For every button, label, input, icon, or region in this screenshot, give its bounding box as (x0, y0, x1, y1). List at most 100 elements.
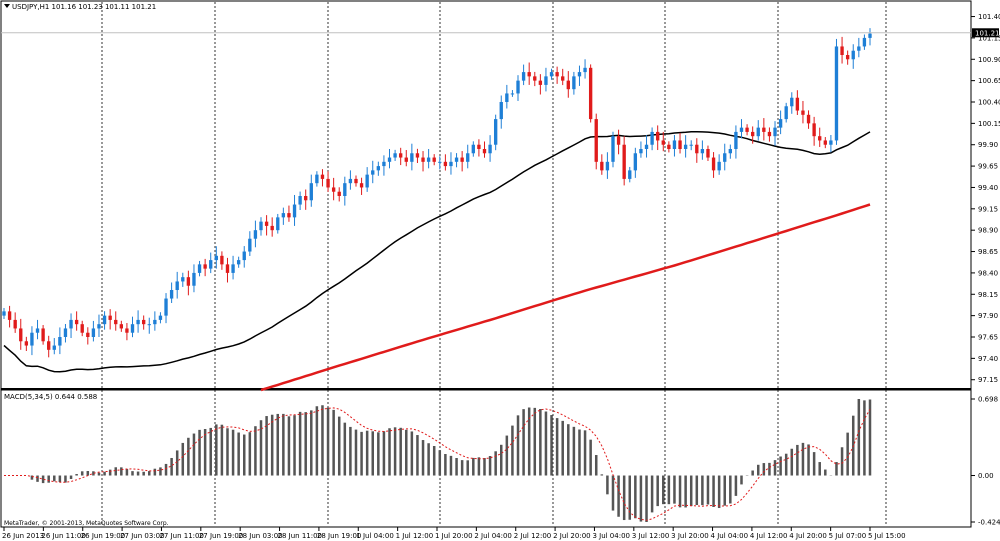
candle-body (544, 76, 548, 85)
candle-body (711, 157, 716, 171)
candle-body (63, 328, 68, 337)
candle-body (220, 255, 224, 265)
candle-body (778, 119, 783, 128)
time-tick-label: 3 Jul 12:00 (632, 532, 670, 540)
candle-body (762, 127, 766, 132)
candle-body (74, 319, 79, 325)
candle-body (365, 174, 369, 188)
price-tick-label: 98.65 (978, 248, 998, 256)
macd-tick-label: 0.698 (978, 396, 998, 404)
candle-body (493, 119, 498, 145)
time-tick-label: 26 Jun 19:00 (81, 532, 125, 540)
candle-body (19, 328, 23, 342)
candle-body (650, 131, 654, 145)
candle-body (795, 97, 800, 111)
candle-body (2, 311, 6, 316)
candle-body (728, 149, 732, 154)
moving-average-slow (260, 203, 871, 392)
candle-body (633, 153, 638, 171)
candle-body (527, 72, 531, 77)
candle-body (175, 281, 179, 290)
candlestick-series (2, 28, 872, 358)
price-tick-label: 98.15 (978, 291, 998, 299)
candle-body (410, 153, 414, 162)
candle-body (784, 106, 788, 120)
candle-body (600, 161, 604, 171)
time-tick-label: 26 Jun 11:00 (41, 532, 85, 540)
candle-body (678, 140, 682, 149)
candle-body (667, 144, 671, 149)
candle-body (717, 161, 721, 171)
candle-body (756, 127, 760, 137)
candle-body (276, 217, 280, 231)
price-tick-label: 101.40 (978, 13, 1000, 21)
candle-body (337, 191, 341, 196)
candle-body (488, 144, 492, 154)
candle-body (108, 315, 112, 320)
copyright-text: MetaTrader, © 2001-2013, MetaQuotes Soft… (4, 520, 169, 527)
time-tick-label: 2 Jul 12:00 (514, 532, 552, 540)
candle-body (482, 149, 487, 154)
candle-body (320, 174, 325, 179)
price-tick-label: 97.15 (978, 376, 998, 384)
candle-body (516, 80, 520, 94)
candle-body (264, 221, 269, 226)
time-tick-label: 3 Jul 04:00 (592, 532, 630, 540)
macd-histogram (30, 399, 872, 522)
candle-body (153, 319, 157, 325)
price-tick-label: 101.15 (978, 34, 1000, 42)
candle-body (572, 76, 576, 90)
candle-body (750, 131, 755, 137)
candle-body (348, 178, 353, 184)
candle-body (845, 55, 850, 60)
candle-body (605, 161, 610, 171)
price-tick-label: 100.15 (978, 120, 1000, 128)
candle-body (102, 315, 107, 325)
candle-body (231, 264, 235, 273)
candle-body (767, 131, 772, 137)
candle-body (287, 213, 291, 218)
candle-body (734, 131, 738, 149)
candle-body (577, 72, 582, 77)
candle-body (790, 97, 794, 107)
candle-body (454, 157, 459, 162)
candle-body (639, 149, 643, 154)
triangle-down-icon[interactable] (4, 4, 10, 8)
candle-body (382, 161, 386, 167)
candle-body (561, 76, 565, 81)
time-tick-label: 4 Jul 12:00 (750, 532, 788, 540)
time-tick-label: 5 Jul 07:00 (829, 532, 867, 540)
candle-body (438, 161, 442, 163)
candle-body (253, 230, 258, 239)
candle-body (745, 127, 749, 132)
candle-body (661, 140, 665, 145)
candle-body (801, 110, 805, 115)
candle-body (683, 144, 688, 149)
time-tick-label: 1 Jul 12:00 (396, 532, 434, 540)
candle-body (192, 272, 196, 286)
candle-body (656, 131, 660, 141)
candle-body (466, 153, 470, 162)
price-tick-label: 97.65 (978, 334, 998, 342)
candle-body (158, 315, 163, 320)
candle-body (611, 136, 615, 162)
candle-body (58, 337, 62, 346)
candle-body (86, 332, 90, 337)
candle-body (169, 290, 174, 299)
candle-body (862, 37, 867, 47)
time-tick-label: 27 Jun 03:00 (120, 532, 164, 540)
candle-body (672, 140, 677, 149)
candle-body (281, 213, 286, 218)
price-tick-label: 99.90 (978, 141, 998, 149)
price-tick-label: 97.40 (978, 355, 998, 363)
candle-body (331, 187, 336, 192)
candle-body (69, 319, 73, 329)
time-tick-label: 28 Jun 19:00 (317, 532, 361, 540)
candle-body (52, 345, 56, 350)
candle-body (594, 119, 598, 162)
candle-body (739, 127, 744, 132)
candle-body (236, 260, 241, 265)
candle-body (505, 93, 509, 102)
candle-body (823, 140, 827, 145)
